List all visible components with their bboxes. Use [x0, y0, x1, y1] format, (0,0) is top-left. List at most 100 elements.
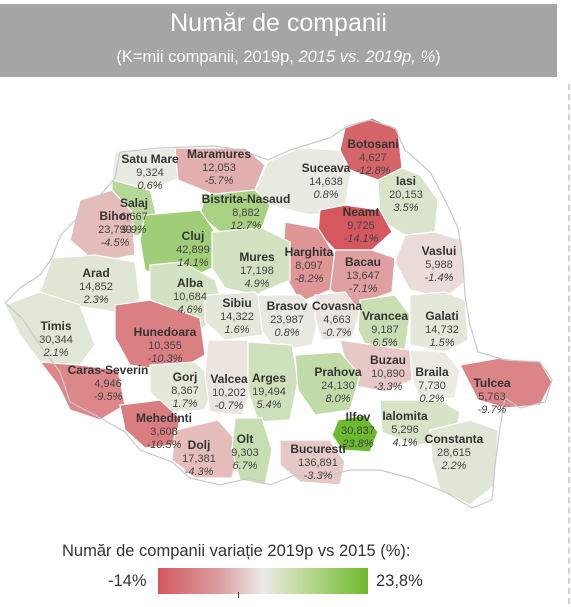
county-change: -4.3% [185, 466, 214, 478]
county-region-ilfov [331, 414, 379, 453]
county-value: 8,882 [232, 207, 260, 219]
county-name: Vrancea [362, 309, 408, 323]
county-change: -1.4% [425, 272, 454, 284]
county-value: 5,988 [425, 259, 453, 271]
county-name: Arges [252, 371, 286, 385]
header: Număr de companii (K=mii companii, 2019p… [0, 4, 557, 77]
county-name: Satu Mare [121, 152, 179, 166]
county-name: Dolj [188, 438, 211, 452]
county-name: Salaj [120, 196, 148, 210]
legend-color-scale [158, 568, 368, 594]
county-name: Covasna [312, 299, 362, 313]
county-change: 1.6% [224, 324, 249, 336]
county-value: 28,615 [437, 447, 471, 459]
county-value: 10,355 [148, 340, 182, 352]
legend-max-label: 23,8% [376, 572, 423, 590]
county-name: Timis [40, 319, 71, 333]
county-value: 8,367 [171, 385, 199, 397]
county-value: 7,730 [418, 380, 446, 392]
county-region-suceava [254, 147, 351, 216]
county-region-bucuresti [279, 439, 346, 486]
county-value: 12,053 [202, 162, 236, 174]
county-name: Olt [237, 432, 254, 446]
county-value: 23,799 [98, 224, 132, 236]
subtitle-suffix: ) [435, 48, 441, 66]
legend-title: Număr de companii variație 2019p vs 2015… [62, 542, 411, 560]
county-value: 17,198 [240, 265, 274, 277]
county-value: 14,638 [309, 176, 343, 188]
county-change: 1.5% [429, 337, 454, 349]
county-value: 30,837 [341, 425, 375, 437]
county-name: Suceava [302, 161, 351, 175]
county-name: Bucuresti [290, 442, 345, 456]
county-name: Neamt [343, 205, 380, 219]
county-value: 9,303 [231, 447, 259, 459]
county-change: -3.3% [374, 381, 403, 393]
county-name: Harghita [285, 245, 334, 259]
county-change: -0.7% [323, 327, 352, 339]
county-value: 19,494 [252, 386, 286, 398]
map-title: Număr de companii [170, 9, 387, 37]
county-value: 17,381 [182, 453, 216, 465]
county-change: 2.2% [440, 460, 466, 472]
county-value: 13,647 [346, 270, 380, 282]
county-change: 1.7% [172, 398, 197, 410]
map-outline [4, 119, 553, 509]
county-value: 30,344 [39, 334, 73, 346]
county-region-olt [231, 417, 273, 486]
county-value: 5,296 [391, 424, 419, 436]
county-value: 14,732 [425, 324, 459, 336]
county-change: 6.5% [372, 337, 397, 349]
county-name: Iasi [396, 174, 416, 188]
county-name: Bacau [345, 255, 381, 269]
county-change: 4.9% [244, 278, 269, 290]
county-region-covasna [314, 291, 361, 341]
county-change: -8.2% [295, 273, 324, 285]
county-regions [4, 117, 553, 506]
county-value: 3,608 [150, 426, 178, 438]
county-region-dolj [171, 419, 241, 479]
county-name: Brasov [267, 299, 308, 313]
county-change: 9.9% [121, 224, 146, 236]
county-name: Sibiu [222, 296, 251, 310]
county-change: -9.5% [94, 391, 123, 403]
county-value: 136,891 [298, 457, 338, 469]
subtitle-italic: 2015 vs. 2019p, % [298, 48, 436, 66]
county-region-tulcea [459, 357, 553, 409]
county-change: -4.5% [101, 237, 130, 249]
county-value: 8,097 [295, 260, 323, 272]
county-name: Vaslui [422, 244, 457, 258]
county-name: Arad [82, 266, 109, 280]
county-value: 10,684 [173, 291, 207, 303]
county-name: Maramures [187, 147, 251, 161]
county-region-prahova [294, 351, 361, 416]
county-name: Alba [177, 276, 203, 290]
subtitle-prefix: (K=mii companii, 2019p, [116, 48, 299, 66]
legend-zero-tick [238, 592, 239, 598]
county-change: 0.8% [274, 327, 299, 339]
county-region-valcea [204, 339, 256, 416]
county-change: 23.8% [341, 438, 373, 450]
county-value: 9,324 [136, 167, 164, 179]
county-name: Bistrita-Nasaud [202, 192, 291, 206]
county-change: 4.1% [392, 437, 417, 449]
county-change: 6.7% [232, 460, 257, 472]
